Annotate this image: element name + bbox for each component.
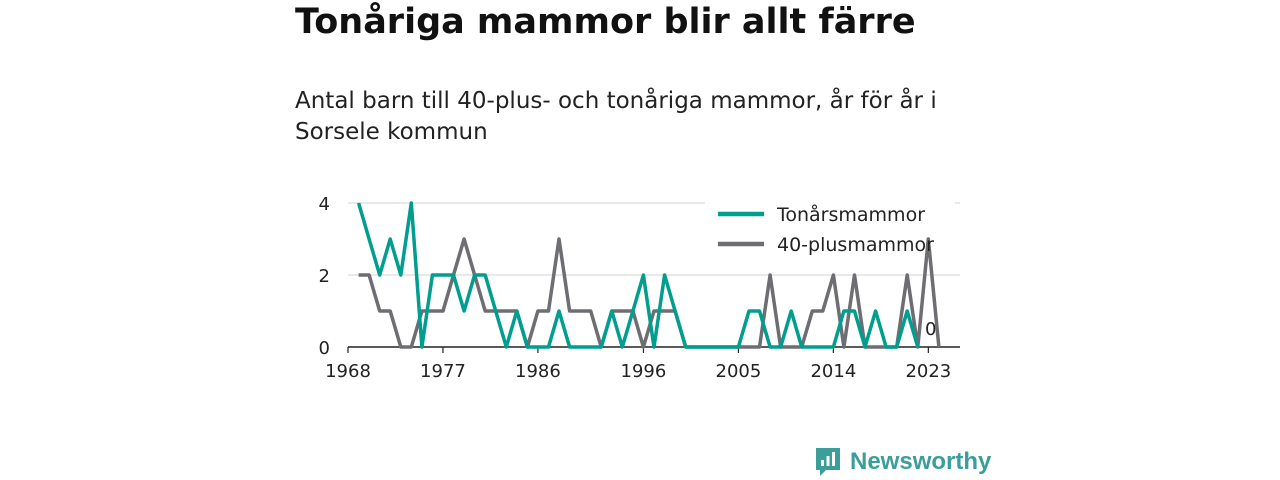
- x-tick-label: 1986: [515, 361, 561, 382]
- newsworthy-logo-icon: [816, 448, 840, 476]
- brand-logo: Newsworthy: [814, 446, 991, 478]
- legend-label: Tonårsmammor: [776, 203, 925, 226]
- series-line-40-plusmammor: [358, 237, 941, 349]
- x-tick-label: 2023: [905, 361, 951, 382]
- legend-label: 40-plusmammor: [777, 234, 934, 256]
- brand-name: Newsworthy: [850, 448, 992, 475]
- y-tick-label: 0: [319, 338, 330, 359]
- line-chart: 0 2 4 1968 1977 1986 1996 2005 2014 2023 Tonårsmam…: [319, 194, 960, 382]
- legend-background: [705, 200, 955, 266]
- x-tick-label: 2014: [810, 361, 856, 382]
- chart-title: Tonåriga mammor blir allt färre: [295, 2, 916, 42]
- series-line-Tonårsmammor: [356, 201, 920, 349]
- chart-subtitle: Antal barn till 40-plus- och tonåriga ma…: [295, 88, 937, 145]
- x-tick-label: 1977: [420, 361, 466, 382]
- x-tick-label: 1996: [621, 361, 667, 382]
- end-value-label: 0: [925, 319, 936, 340]
- y-tick-label: 4: [319, 194, 330, 215]
- y-tick-label: 2: [319, 266, 330, 287]
- x-tick-label: 1968: [325, 361, 371, 382]
- x-tick-label: 2005: [716, 361, 762, 382]
